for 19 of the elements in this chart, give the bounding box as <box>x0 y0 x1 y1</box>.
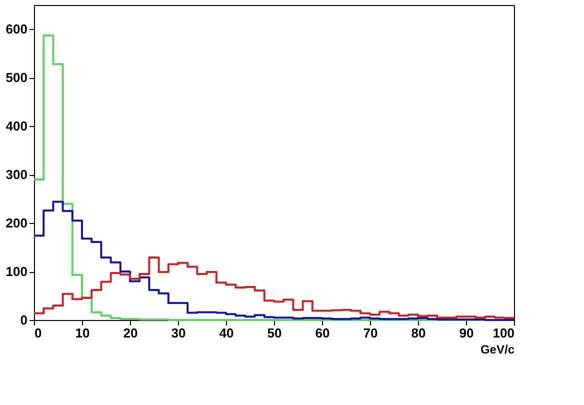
x-tick-label: 70 <box>363 326 378 340</box>
x-tick-label: 30 <box>171 326 186 340</box>
y-tick-label: 100 <box>6 264 28 280</box>
x-tick-label: 100 <box>492 326 514 340</box>
x-tick-label: 0 <box>34 326 42 340</box>
x-axis-title: GeV/c <box>480 342 515 356</box>
y-tick-label: 600 <box>6 22 28 37</box>
x-tick-label: 40 <box>219 326 234 340</box>
x-tick-label: 90 <box>459 326 474 340</box>
x-tick-label: 20 <box>123 326 138 340</box>
x-tick-label: 50 <box>267 326 282 340</box>
x-tick-label: 80 <box>411 326 426 340</box>
y-tick-label: 0 <box>20 312 28 328</box>
x-tick-label: 10 <box>75 326 90 340</box>
y-tick-label: 400 <box>6 118 28 134</box>
x-tick-label: 60 <box>315 326 330 340</box>
y-tick-label: 500 <box>6 70 28 86</box>
y-tick-label: 300 <box>6 167 28 182</box>
y-tick-label: 200 <box>6 216 28 231</box>
